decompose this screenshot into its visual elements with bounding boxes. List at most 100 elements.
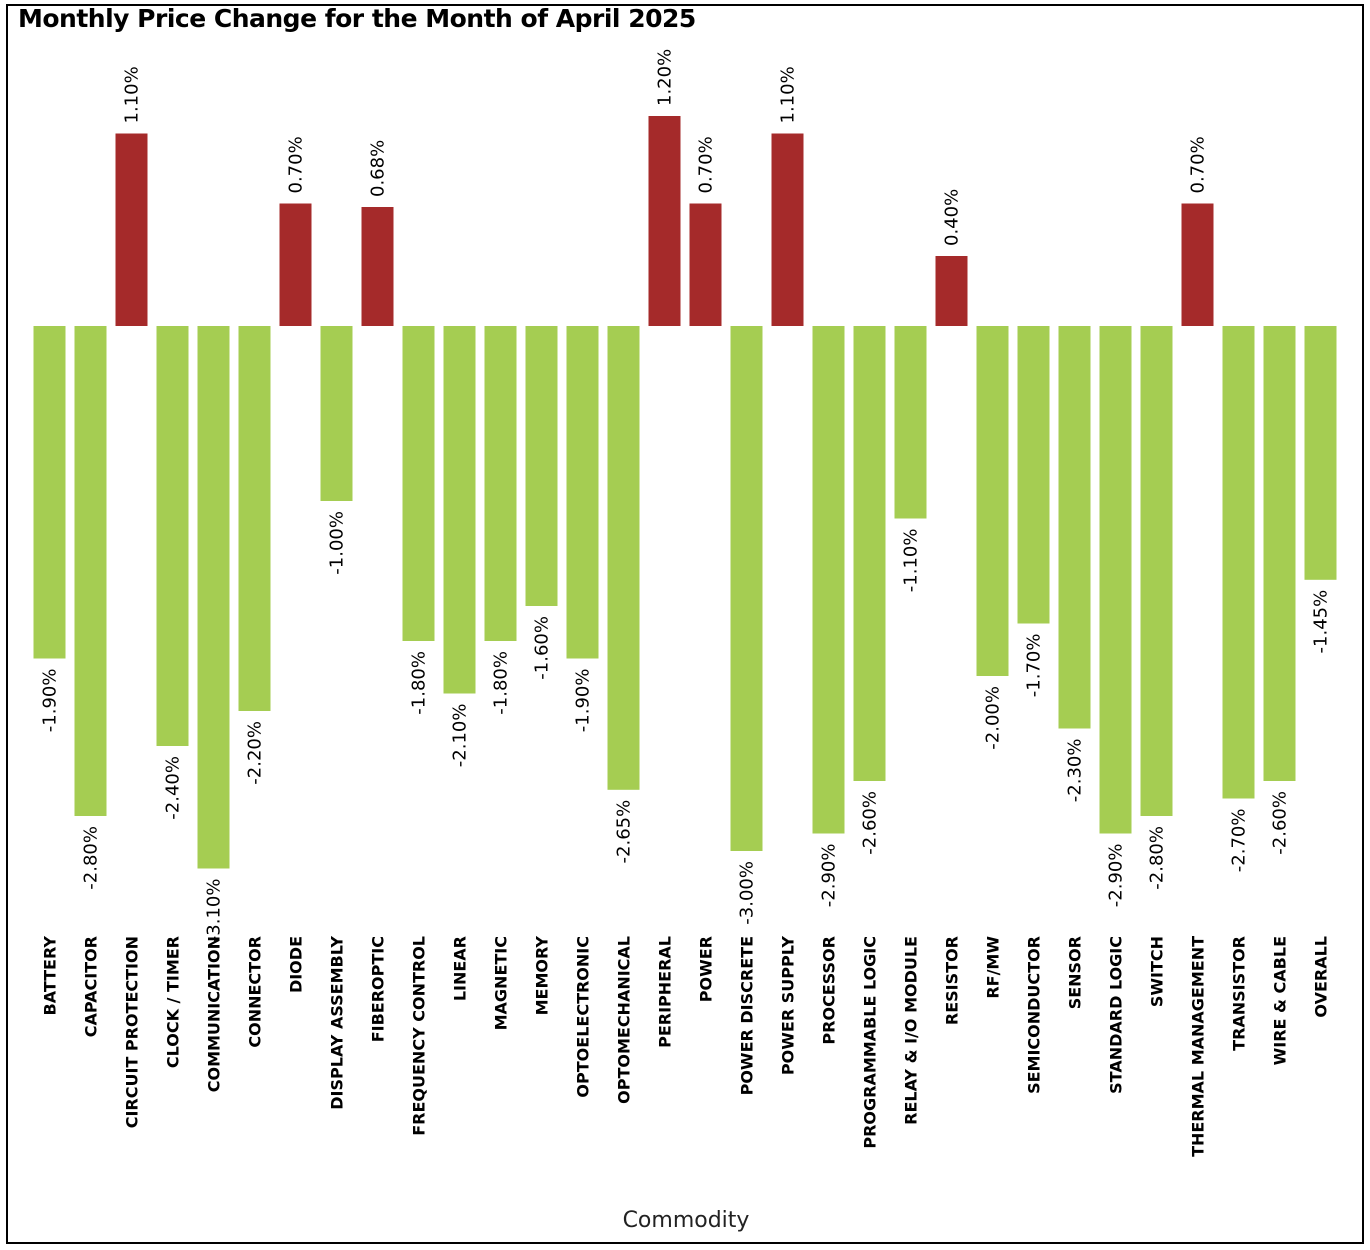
data-label-linear: -2.10% [450, 704, 471, 768]
tick-label-fiberoptic: FIBEROPTIC [369, 936, 388, 1042]
bar-optoelectronic [566, 326, 599, 659]
data-label-rf-mw: -2.00% [983, 686, 1004, 750]
tick-label-wire-cable: WIRE & CABLE [1271, 936, 1290, 1065]
category-labels-group: BATTERY CAPACITOR CIRCUIT PROTECTION CLOCK … [41, 936, 1331, 1157]
bar-switch [1140, 326, 1173, 816]
tick-label-frequency-control: FREQUENCY CONTROL [410, 936, 429, 1136]
bar-semiconductor [1017, 326, 1050, 624]
data-label-connector: -2.20% [245, 721, 266, 785]
tick-label-resistor: RESISTOR [943, 936, 962, 1025]
tick-label-optomechanical: OPTOMECHANICAL [615, 936, 634, 1104]
x-axis-label: Commodity [623, 1208, 750, 1233]
tick-label-semiconductor: SEMICONDUCTOR [1025, 936, 1044, 1094]
bar-power [689, 203, 722, 326]
tick-label-linear: LINEAR [451, 936, 470, 1001]
data-label-sensor: -2.30% [1065, 739, 1086, 803]
data-label-relay-i-o-module: -1.10% [901, 529, 922, 593]
tick-label-display-assembly: DISPLAY ASSEMBLY [328, 936, 347, 1110]
data-label-clock-timer: -2.40% [163, 756, 184, 820]
bar-transistor [1222, 326, 1255, 799]
tick-label-switch: SWITCH [1148, 936, 1167, 1007]
data-label-processor: -2.90% [819, 844, 840, 908]
bar-standard-logic [1099, 326, 1132, 834]
value-labels-group: -1.90% -2.80% 1.10% -2.40% -3.10% -2.20% 0.70%… [40, 49, 1332, 942]
tick-label-rf-mw: RF/MW [984, 936, 1003, 999]
data-label-battery: -1.90% [40, 669, 61, 733]
bar-fiberoptic [361, 207, 394, 326]
data-label-power-discrete: -3.00% [737, 861, 758, 925]
chart-frame [6, 4, 1364, 1244]
bar-frequency-control [402, 326, 435, 641]
tick-label-memory: MEMORY [533, 936, 552, 1016]
tick-label-circuit-protection: CIRCUIT PROTECTION [123, 936, 142, 1128]
tick-label-clock-timer: CLOCK / TIMER [164, 936, 183, 1068]
data-label-fiberoptic: 0.68% [368, 140, 389, 197]
data-label-switch: -2.80% [1147, 826, 1168, 890]
tick-label-battery: BATTERY [41, 936, 60, 1016]
bar-communication [197, 326, 230, 869]
tick-label-standard-logic: STANDARD LOGIC [1107, 936, 1126, 1094]
data-label-wire-cable: -2.60% [1270, 791, 1291, 855]
data-label-semiconductor: -1.70% [1024, 634, 1045, 698]
bar-connector [238, 326, 271, 711]
bar-memory [525, 326, 558, 606]
bar-battery [33, 326, 66, 659]
bar-programmable-logic [853, 326, 886, 781]
data-label-transistor: -2.70% [1229, 809, 1250, 873]
tick-label-power-supply: POWER SUPPLY [779, 936, 798, 1075]
bar-diode [279, 203, 312, 326]
tick-label-magnetic: MAGNETIC [492, 936, 511, 1030]
tick-label-sensor: SENSOR [1066, 936, 1085, 1009]
data-label-standard-logic: -2.90% [1106, 844, 1127, 908]
data-label-peripheral: 1.20% [655, 49, 676, 106]
bar-optomechanical [607, 326, 640, 790]
data-label-circuit-protection: 1.10% [122, 66, 143, 123]
tick-label-thermal-management: THERMAL MANAGEMENT [1189, 936, 1208, 1157]
bar-capacitor [74, 326, 107, 816]
chart-title: Monthly Price Change for the Month of Ap… [18, 4, 696, 33]
bar-overall [1304, 326, 1337, 580]
bar-sensor [1058, 326, 1091, 729]
bar-linear [443, 326, 476, 694]
tick-label-processor: PROCESSOR [820, 936, 839, 1045]
bar-rf-mw [976, 326, 1009, 676]
data-label-optoelectronic: -1.90% [573, 669, 594, 733]
data-label-communication: -3.10% [204, 879, 225, 943]
bars-group [33, 116, 1337, 869]
bar-processor [812, 326, 845, 834]
tick-label-diode: DIODE [287, 936, 306, 993]
tick-label-optoelectronic: OPTOELECTRONIC [574, 936, 593, 1098]
data-label-frequency-control: -1.80% [409, 651, 430, 715]
tick-label-power-discrete: POWER DISCRETE [738, 936, 757, 1095]
tick-label-overall: OVERALL [1312, 936, 1331, 1018]
data-label-display-assembly: -1.00% [327, 511, 348, 575]
bar-resistor [935, 256, 968, 326]
tick-label-capacitor: CAPACITOR [82, 936, 101, 1037]
tick-label-relay-i-o-module: RELAY & I/O MODULE [902, 936, 921, 1125]
bar-clock-timer [156, 326, 189, 746]
data-label-overall: -1.45% [1311, 590, 1332, 654]
bar-display-assembly [320, 326, 353, 501]
tick-label-communication: COMMUNICATION [205, 936, 224, 1092]
bar-circuit-protection [115, 133, 148, 326]
tick-label-connector: CONNECTOR [246, 936, 265, 1048]
data-label-thermal-management: 0.70% [1188, 136, 1209, 193]
tick-label-peripheral: PERIPHERAL [656, 936, 675, 1048]
data-label-power: 0.70% [696, 136, 717, 193]
tick-label-transistor: TRANSISTOR [1230, 936, 1249, 1051]
data-label-power-supply: 1.10% [778, 66, 799, 123]
bar-power-supply [771, 133, 804, 326]
data-label-diode: 0.70% [286, 136, 307, 193]
bar-wire-cable [1263, 326, 1296, 781]
data-label-capacitor: -2.80% [81, 826, 102, 890]
tick-label-power: POWER [697, 936, 716, 1002]
data-label-optomechanical: -2.65% [614, 800, 635, 864]
data-label-magnetic: -1.80% [491, 651, 512, 715]
data-label-memory: -1.60% [532, 616, 553, 680]
tick-label-programmable-logic: PROGRAMMABLE LOGIC [861, 936, 880, 1149]
bar-peripheral [648, 116, 681, 326]
bar-relay-i-o-module [894, 326, 927, 519]
data-label-resistor: 0.40% [942, 189, 963, 246]
bar-power-discrete [730, 326, 763, 851]
